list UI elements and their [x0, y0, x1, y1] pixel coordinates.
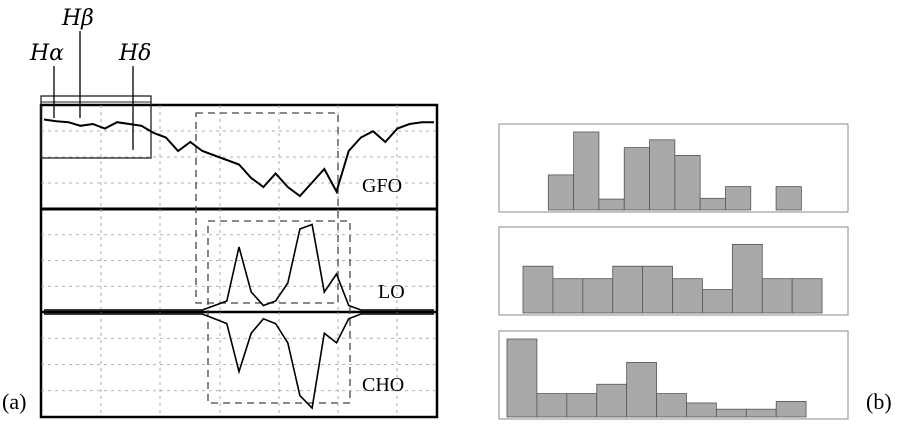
- series-label-cho: CHO: [362, 374, 404, 396]
- histogram-3-bar: [656, 393, 687, 418]
- panel-a-grid: [41, 105, 437, 417]
- histogram-1-bar: [547, 174, 575, 211]
- histogram-2-bar: [702, 289, 733, 314]
- histogram-2-bar: [522, 265, 554, 314]
- histogram-1-bar: [674, 154, 701, 211]
- histogram-2-bar: [791, 278, 823, 314]
- lo-series-line: [44, 223, 434, 311]
- histogram-1-bar: [573, 131, 600, 211]
- histogram-3-bar: [626, 361, 657, 418]
- annotation-h-alpha: Hα: [29, 41, 64, 66]
- histogram-1-bar: [725, 186, 752, 211]
- histogram-1-bar: [699, 197, 726, 211]
- histogram-1-bar: [775, 186, 802, 211]
- panel-a-spectrum-plot: GFO LO CHO Hα Hβ Hδ: [29, 6, 439, 419]
- histogram-1-bar: [649, 139, 676, 211]
- cho-series-line: [44, 313, 434, 410]
- histogram-3-bar: [566, 393, 598, 418]
- histogram-2-bar: [672, 278, 703, 314]
- histogram-2-bar: [582, 278, 614, 314]
- histogram-2-bar: [761, 278, 793, 314]
- histogram-3-bar: [686, 402, 717, 418]
- histogram-3-bar: [506, 338, 538, 418]
- series-label-gfo: GFO: [362, 175, 402, 197]
- histogram-3-bar: [536, 393, 568, 418]
- histogram-2-bar: [552, 278, 584, 314]
- panel-b-label: (b): [866, 389, 892, 414]
- annotation-h-beta: Hβ: [61, 6, 94, 31]
- dashed-region-gfo: [195, 112, 339, 304]
- dashed-region-lo-cho: [207, 220, 351, 404]
- histogram-1-bar: [623, 147, 650, 211]
- histogram-2-bar: [612, 265, 644, 314]
- series-label-lo: LO: [378, 281, 405, 303]
- annotation-h-delta: Hδ: [118, 41, 151, 66]
- histogram-1-bar: [598, 198, 625, 211]
- balmer-zoom-box: [40, 95, 152, 159]
- panel-b-histograms: [498, 123, 849, 420]
- panel-a-frame: [39, 103, 439, 419]
- histogram-3-bar: [775, 400, 807, 418]
- histogram-3-bar: [596, 383, 628, 418]
- histogram-3-bar: [715, 408, 747, 418]
- gfo-series-line: [43, 118, 434, 198]
- panel-a-label: (a): [2, 389, 26, 414]
- histogram-2-bar: [731, 243, 763, 314]
- histogram-3-bar: [745, 408, 777, 418]
- histogram-2-bar: [642, 265, 673, 314]
